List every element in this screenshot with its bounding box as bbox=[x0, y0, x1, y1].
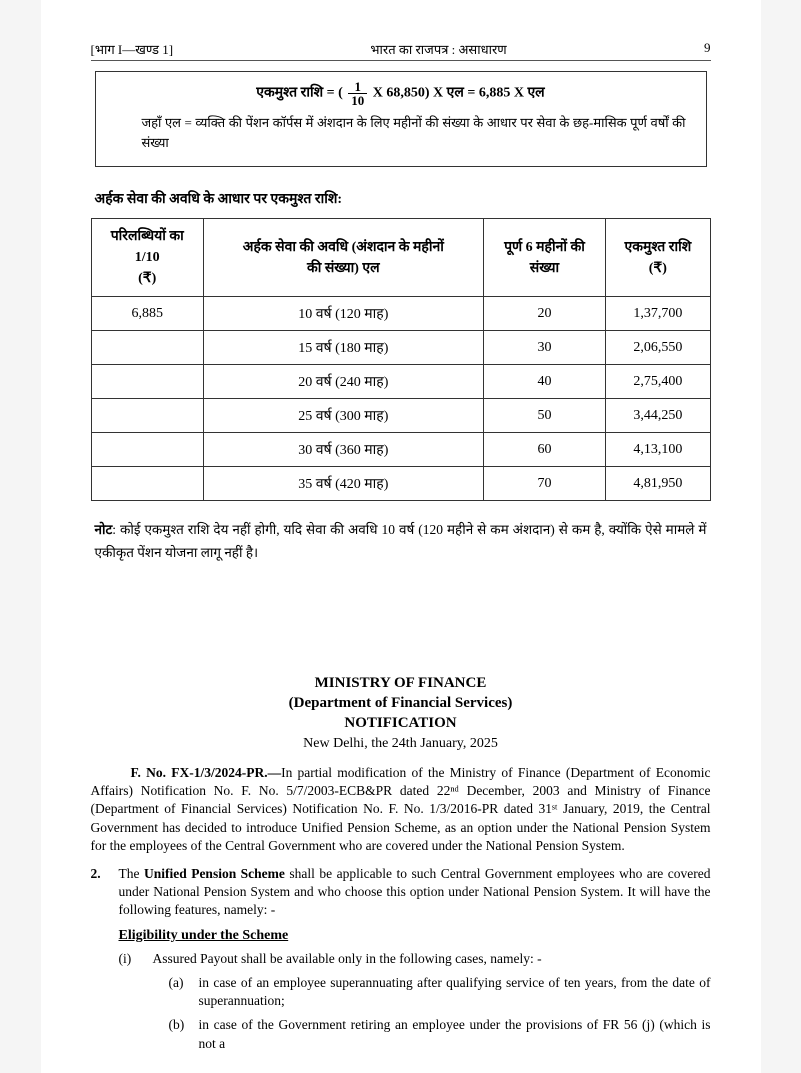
item-2-number: 2. bbox=[91, 865, 119, 920]
page-header: [भाग I—खण्ड 1] भारत का राजपत्र : असाधारण… bbox=[91, 40, 711, 61]
formula-prefix: एकमुश्त राशि = ( bbox=[256, 86, 342, 101]
table-cell: 35 वर्ष (420 माह) bbox=[203, 467, 483, 501]
lumpsum-formula: एकमुश्त राशि = ( 1 10 X 68,850) X एल = 6… bbox=[108, 80, 694, 107]
table-cell: 6,885 bbox=[91, 297, 203, 331]
para-1: F. No. FX-1/3/2024-PR.—In partial modifi… bbox=[91, 764, 711, 855]
table-heading: अर्हक सेवा की अवधि के आधार पर एकमुश्त रा… bbox=[95, 189, 711, 208]
table-header-row: परिलब्धियों का 1/10 (₹) अर्हक सेवा की अव… bbox=[91, 219, 710, 297]
header-left: [भाग I—खण्ड 1] bbox=[91, 40, 174, 58]
item-2: 2. The Unified Pension Scheme shall be a… bbox=[91, 865, 711, 920]
table-cell: 10 वर्ष (120 माह) bbox=[203, 297, 483, 331]
table-row: 6,88510 वर्ष (120 माह)201,37,700 bbox=[91, 297, 710, 331]
table-cell: 60 bbox=[483, 433, 606, 467]
table-cell: 30 bbox=[483, 331, 606, 365]
alpha-b-text: in case of the Government retiring an em… bbox=[199, 1016, 711, 1052]
eligibility-heading: Eligibility under the Scheme bbox=[119, 928, 711, 944]
alpha-a-text: in case of an employee superannuating af… bbox=[199, 974, 711, 1010]
table-cell: 20 वर्ष (240 माह) bbox=[203, 365, 483, 399]
header-center: भारत का राजपत्र : असाधारण bbox=[173, 40, 704, 58]
alpha-b-number: (b) bbox=[169, 1016, 199, 1052]
formula-explanation: जहाँ एल = व्यक्ति की पेंशन कॉर्पस में अं… bbox=[142, 113, 686, 152]
fraction-denominator: 10 bbox=[348, 94, 367, 107]
table-cell: 1,37,700 bbox=[606, 297, 710, 331]
fraction-numerator: 1 bbox=[348, 80, 367, 94]
roman-i: (i) Assured Payout shall be available on… bbox=[119, 950, 711, 968]
item-2-body: The Unified Pension Scheme shall be appl… bbox=[119, 865, 711, 920]
table-cell bbox=[91, 433, 203, 467]
table-cell: 25 वर्ष (300 माह) bbox=[203, 399, 483, 433]
note-text: : कोई एकमुश्त राशि देय नहीं होगी, यदि से… bbox=[95, 522, 707, 560]
alpha-a: (a) in case of an employee superannuatin… bbox=[169, 974, 711, 1010]
table-row: 20 वर्ष (240 माह)402,75,400 bbox=[91, 365, 710, 399]
alpha-b: (b) in case of the Government retiring a… bbox=[169, 1016, 711, 1052]
table-row: 30 वर्ष (360 माह)604,13,100 bbox=[91, 433, 710, 467]
page-number: 9 bbox=[704, 40, 711, 58]
roman-i-number: (i) bbox=[119, 950, 153, 968]
table-cell: 70 bbox=[483, 467, 606, 501]
roman-i-text: Assured Payout shall be available only i… bbox=[153, 950, 711, 968]
note-paragraph: नोट: कोई एकमुश्त राशि देय नहीं होगी, यदि… bbox=[95, 519, 707, 565]
table-cell: 4,13,100 bbox=[606, 433, 710, 467]
english-section: MINISTRY OF FINANCE (Department of Finan… bbox=[91, 675, 711, 1053]
department-heading: (Department of Financial Services) bbox=[91, 695, 711, 712]
table-row: 25 वर्ष (300 माह)503,44,250 bbox=[91, 399, 710, 433]
formula-suffix: X 68,850) X एल = 6,885 X एल bbox=[373, 86, 545, 101]
file-number: F. No. FX-1/3/2024-PR.— bbox=[131, 765, 282, 780]
formula-box: एकमुश्त राशि = ( 1 10 X 68,850) X एल = 6… bbox=[95, 71, 707, 167]
col-header-service: अर्हक सेवा की अवधि (अंशदान के महीनों की … bbox=[203, 219, 483, 297]
table-cell: 3,44,250 bbox=[606, 399, 710, 433]
table-cell bbox=[91, 331, 203, 365]
ministry-heading: MINISTRY OF FINANCE bbox=[91, 675, 711, 692]
notification-heading: NOTIFICATION bbox=[91, 715, 711, 732]
note-label: नोट bbox=[95, 522, 113, 537]
table-row: 35 वर्ष (420 माह)704,81,950 bbox=[91, 467, 710, 501]
table-row: 15 वर्ष (180 माह)302,06,550 bbox=[91, 331, 710, 365]
col-header-emoluments: परिलब्धियों का 1/10 (₹) bbox=[91, 219, 203, 297]
table-cell bbox=[91, 467, 203, 501]
table-cell bbox=[91, 399, 203, 433]
table-cell: 2,75,400 bbox=[606, 365, 710, 399]
table-cell: 50 bbox=[483, 399, 606, 433]
table-cell: 20 bbox=[483, 297, 606, 331]
gazette-page: [भाग I—खण्ड 1] भारत का राजपत्र : असाधारण… bbox=[41, 0, 761, 1073]
table-cell bbox=[91, 365, 203, 399]
alpha-a-number: (a) bbox=[169, 974, 199, 1010]
table-cell: 40 bbox=[483, 365, 606, 399]
table-cell: 2,06,550 bbox=[606, 331, 710, 365]
col-header-halfyears: पूर्ण 6 महीनों की संख्या bbox=[483, 219, 606, 297]
table-cell: 4,81,950 bbox=[606, 467, 710, 501]
col-header-lumpsum: एकमुश्त राशि (₹) bbox=[606, 219, 710, 297]
place-date: New Delhi, the 24th January, 2025 bbox=[91, 736, 711, 752]
fraction: 1 10 bbox=[348, 80, 367, 107]
lumpsum-table: परिलब्धियों का 1/10 (₹) अर्हक सेवा की अव… bbox=[91, 218, 711, 501]
table-cell: 15 वर्ष (180 माह) bbox=[203, 331, 483, 365]
table-cell: 30 वर्ष (360 माह) bbox=[203, 433, 483, 467]
